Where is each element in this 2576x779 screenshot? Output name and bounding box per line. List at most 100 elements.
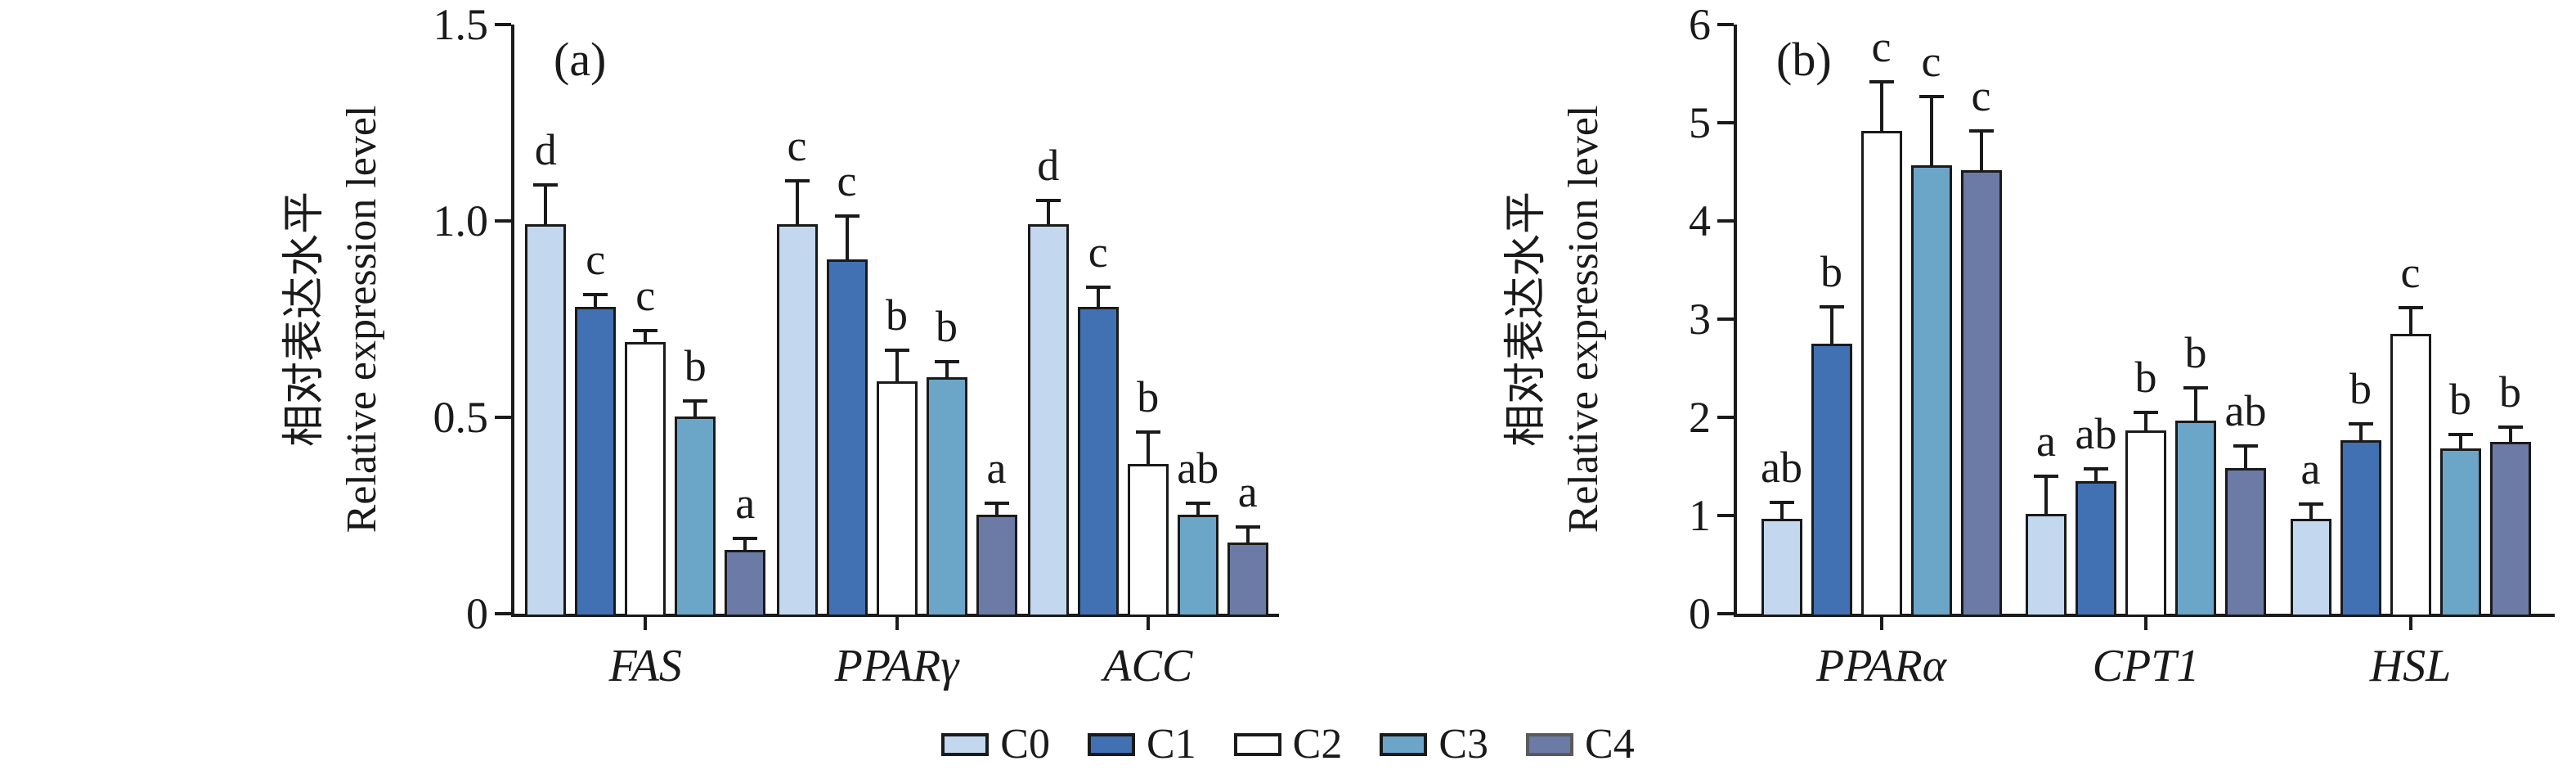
bar-rect	[625, 342, 666, 617]
error-bar-cap	[1968, 129, 1994, 133]
error-bar-stem	[1979, 131, 1983, 178]
error-bar-stem	[644, 330, 648, 350]
bar-group-PPARγ: c c b b a PPARγ	[776, 25, 1017, 689]
bar-group-PPARα: ab b c c c PPARα	[1761, 22, 2002, 689]
bar-rect	[675, 417, 716, 617]
y-tick-mark	[1717, 514, 1734, 517]
error-bar-stem	[544, 185, 548, 232]
significance-letter: a	[735, 479, 756, 528]
y-tick-mark	[495, 612, 511, 615]
significance-letter: a	[986, 443, 1007, 493]
error-bar-stem	[945, 362, 949, 386]
x-tick-mark	[2408, 617, 2412, 630]
error-bar-cap	[2034, 475, 2058, 479]
bar-C1-PPARα: b	[1811, 25, 1852, 617]
error-bar-cap	[1185, 501, 1210, 505]
bar-rect	[826, 259, 868, 617]
significance-letter: b	[936, 302, 958, 351]
bar-rect	[976, 515, 1017, 617]
error-bar-cap	[2497, 426, 2523, 430]
bar-rect	[725, 550, 766, 617]
bar-C2-FAS: c	[625, 25, 666, 617]
bar-C3-FAS: b	[675, 25, 716, 617]
bar-C4-CPT1: ab	[2225, 25, 2266, 617]
bar-rect	[2439, 448, 2481, 617]
bar-C4-ACC: a	[1227, 25, 1268, 617]
bar-rect	[575, 306, 617, 617]
error-bar-stem	[743, 538, 747, 559]
significance-letter: c	[1921, 37, 1941, 86]
bar-rect	[525, 224, 567, 617]
error-bar-stem	[1829, 306, 1833, 353]
error-bar-stem	[994, 502, 999, 524]
legend-label-C2: C2	[1292, 721, 1343, 768]
bar-C1-ACC: c	[1077, 25, 1119, 617]
bar-rect	[2026, 514, 2067, 617]
bar-C0-PPARγ: c	[776, 25, 818, 617]
error-bar-stem	[2309, 504, 2313, 527]
bar-C1-HSL: b	[2340, 25, 2381, 617]
plot-area-panel-a: (a) 0 0.5 1.0 1.5 d c c b a FAS c c b b a PPARγ d c b ab a AC…	[433, 2, 1279, 689]
error-bar-cap	[2183, 386, 2208, 390]
bar-group-CPT1: a ab b b ab CPT1	[2026, 25, 2266, 689]
significance-letter: b	[2499, 367, 2521, 417]
error-bar-cap	[1035, 199, 1061, 203]
error-bar-stem	[845, 216, 849, 268]
error-bar-stem	[2508, 427, 2512, 451]
bar-C3-PPARα: c	[1910, 25, 1952, 617]
y-tick-label: 1.5	[433, 0, 489, 49]
bar-group-ACC: d c b ab a ACC	[1027, 25, 1268, 689]
significance-letter: b	[684, 341, 707, 390]
error-bar-stem	[1196, 502, 1200, 524]
bar-rect	[1910, 165, 1952, 617]
significance-letter: b	[2184, 328, 2207, 378]
legend-swatch-C2	[1233, 733, 1281, 756]
error-bar-stem	[895, 349, 899, 390]
error-bar-cap	[2348, 421, 2373, 426]
x-tick-mark	[1879, 617, 1883, 630]
bar-C2-ACC: b	[1127, 25, 1169, 617]
bar-C3-ACC: ab	[1177, 25, 1218, 617]
bar-C3-PPARγ: b	[926, 25, 967, 617]
error-bar-cap	[733, 537, 758, 540]
significance-letter: ab	[2075, 408, 2117, 458]
error-bar-stem	[2194, 388, 2197, 429]
legend-swatch-C3	[1380, 733, 1428, 756]
bar-rect	[2489, 442, 2531, 617]
significance-letter: c	[1871, 22, 1892, 71]
bar-rect	[2125, 430, 2166, 617]
bar-C4-HSL: b	[2489, 25, 2531, 617]
bar-rect	[1960, 170, 2002, 617]
significance-letter: c	[2400, 248, 2421, 297]
y-tick-mark	[1717, 416, 1734, 419]
error-bar-cap	[583, 293, 608, 297]
significance-letter: c	[837, 156, 857, 206]
bar-C3-HSL: b	[2439, 25, 2481, 617]
panel-label-a: (a)	[554, 33, 607, 86]
legend-label-C0: C0	[1000, 721, 1050, 768]
bar-rect	[776, 224, 818, 617]
significance-letter: b	[886, 290, 908, 340]
significance-letter: a	[2036, 417, 2056, 466]
legend-swatch-C1	[1087, 733, 1135, 756]
bar-C0-CPT1: a	[2026, 25, 2067, 617]
bar-C0-HSL: a	[2290, 25, 2331, 617]
bar-C1-CPT1: ab	[2075, 25, 2117, 617]
y-axis-title-panel-b: 相对表达水平 Relative expression level	[1498, 106, 1613, 534]
significance-letter: c	[787, 121, 807, 171]
bar-C2-PPARα: c	[1860, 22, 1902, 617]
y-tick-mark	[1717, 121, 1734, 124]
bar-rect	[926, 377, 967, 617]
x-tick-mark	[644, 617, 648, 630]
bar-C2-HSL: c	[2390, 25, 2431, 617]
error-bar-stem	[1245, 526, 1250, 551]
panel-label-b: (b)	[1776, 33, 1832, 86]
error-bar-cap	[1869, 80, 1894, 83]
bar-rect	[1860, 131, 1902, 617]
bar-rect	[1177, 515, 1218, 617]
y-axis-title-zh: 相对表达水平	[1502, 191, 1550, 448]
error-bar-stem	[2044, 476, 2048, 522]
error-bar-cap	[1135, 430, 1160, 435]
significance-letter: c	[1971, 71, 1991, 120]
significance-letter: c	[586, 235, 606, 285]
